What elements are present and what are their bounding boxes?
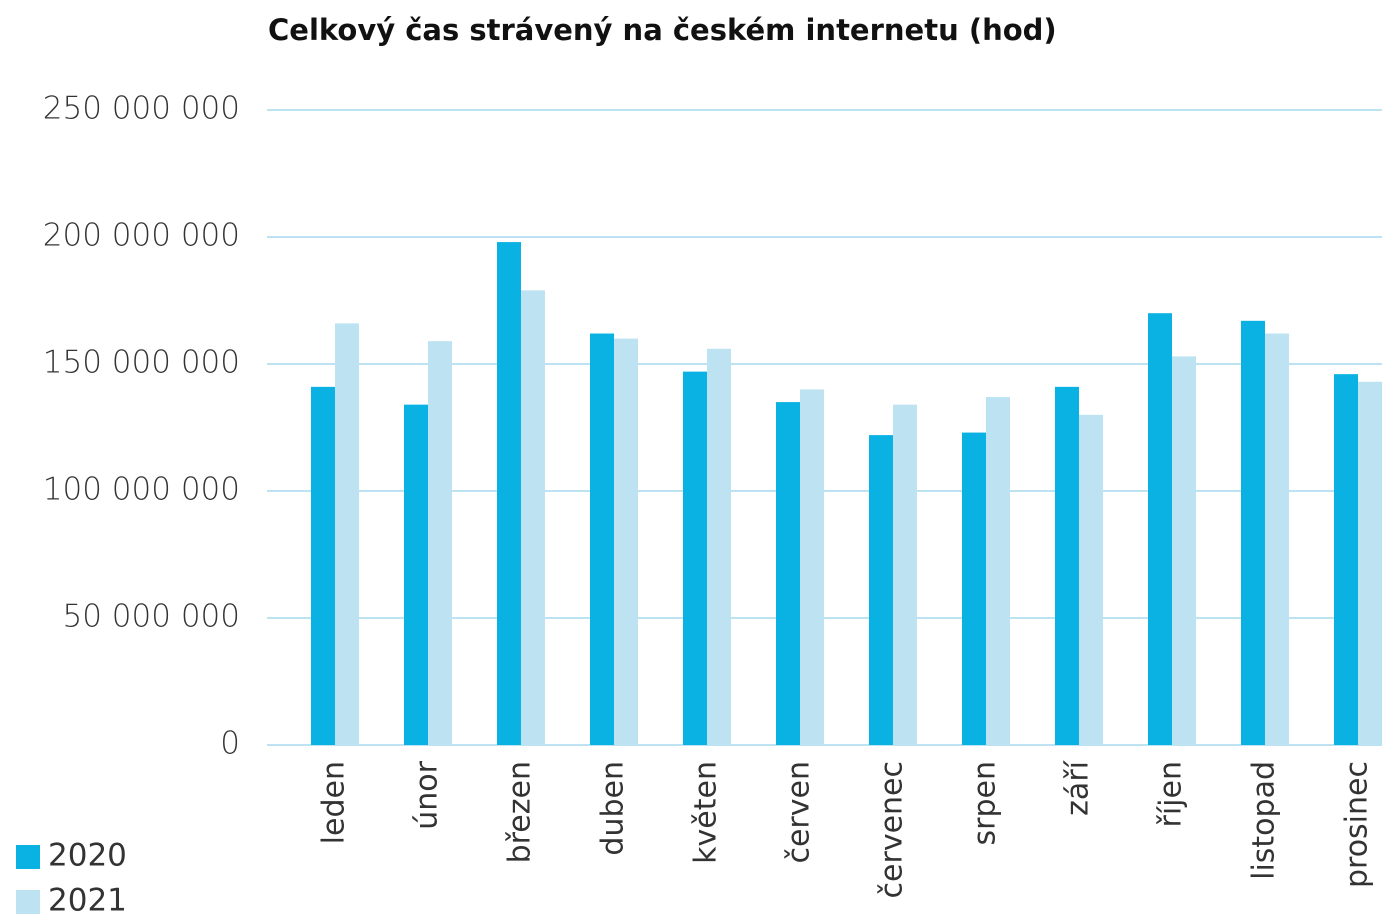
bar <box>1265 333 1289 745</box>
x-tick-label: duben <box>596 761 631 856</box>
legend-swatch <box>16 890 40 914</box>
bar <box>404 404 428 745</box>
bar <box>590 333 614 745</box>
chart-title: Celkový čas strávený na českém internetu… <box>268 13 1057 47</box>
x-tick-label: červen <box>782 761 817 864</box>
bar <box>1079 414 1103 745</box>
bar <box>800 389 824 745</box>
y-tick-label: 100 000 000 <box>43 472 240 508</box>
x-tick-label: červenec <box>875 761 910 898</box>
x-tick-label: listopad <box>1247 761 1282 880</box>
bar <box>1241 320 1265 745</box>
x-tick-label: leden <box>317 761 352 844</box>
x-tick-label: prosinec <box>1340 761 1375 888</box>
bar <box>311 386 335 745</box>
y-tick-label: 0 <box>220 726 240 762</box>
bar <box>683 371 707 745</box>
y-tick-label: 200 000 000 <box>43 218 240 254</box>
x-tick-label: březen <box>503 761 538 863</box>
y-tick-label: 250 000 000 <box>43 91 240 127</box>
bar <box>521 290 545 745</box>
x-tick-label: září <box>1061 759 1096 815</box>
x-tick-label: říjen <box>1154 761 1189 827</box>
legend-label: 2020 <box>48 838 127 874</box>
bar <box>869 435 893 745</box>
bar <box>1358 381 1382 745</box>
bar <box>707 348 731 745</box>
bar <box>335 323 359 745</box>
bar <box>614 338 638 745</box>
legend-label: 2021 <box>48 883 127 919</box>
bar <box>776 402 800 745</box>
x-tick-label: únor <box>410 760 445 829</box>
bar <box>1148 313 1172 745</box>
bar <box>893 404 917 745</box>
bar <box>1055 386 1079 745</box>
bar <box>986 397 1010 745</box>
bar <box>962 432 986 745</box>
x-tick-label: srpen <box>968 761 1003 845</box>
y-tick-label: 50 000 000 <box>63 599 241 635</box>
bar <box>1334 374 1358 745</box>
legend-swatch <box>16 845 40 869</box>
x-tick-label: květen <box>689 761 724 864</box>
bar <box>1172 356 1196 745</box>
bar <box>428 341 452 745</box>
y-tick-label: 150 000 000 <box>43 345 240 381</box>
bar <box>497 242 521 745</box>
